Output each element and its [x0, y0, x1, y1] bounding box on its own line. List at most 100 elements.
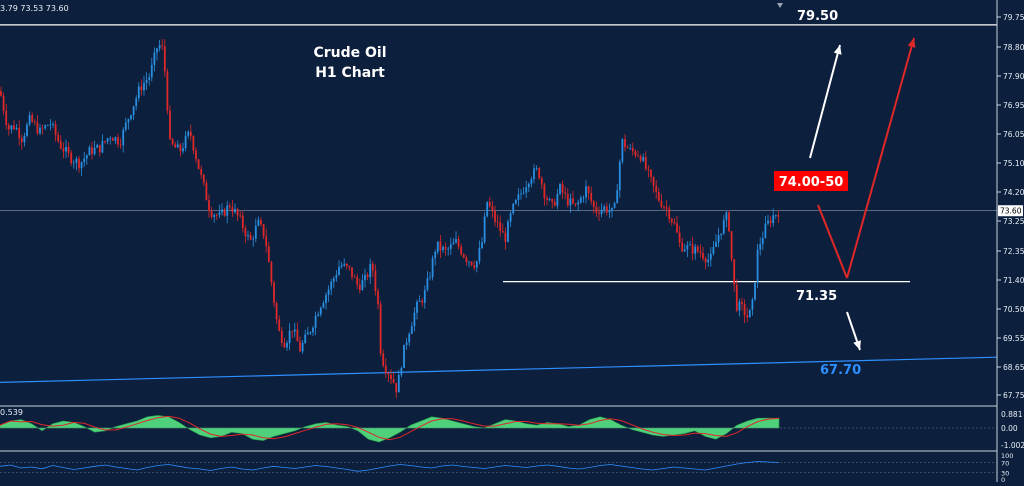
candle-body	[348, 266, 351, 268]
candle-body	[689, 244, 691, 246]
candle-body	[634, 151, 637, 156]
candle-body	[577, 202, 580, 205]
candle-body	[252, 238, 255, 240]
candle-body	[652, 177, 655, 186]
candle-body	[293, 329, 296, 332]
candle-body	[156, 48, 158, 53]
candle-body	[494, 210, 496, 222]
candle-body	[215, 215, 218, 216]
candle-body	[691, 244, 694, 254]
candle-body	[488, 201, 491, 207]
candle-body	[730, 231, 733, 260]
candle-body	[80, 162, 83, 169]
price-tick-label: 69.55	[1003, 334, 1024, 343]
candle-body	[62, 148, 65, 152]
candle-body	[663, 206, 665, 208]
candle-body	[660, 200, 663, 207]
ascending-trendline[interactable]	[0, 356, 998, 383]
price-tick-label: 75.10	[1003, 159, 1024, 168]
candle-body	[748, 309, 751, 318]
candle-body	[442, 246, 444, 251]
candle-body	[439, 241, 442, 251]
candle-body	[231, 207, 234, 212]
candle-body	[356, 277, 359, 285]
candle-body	[221, 209, 223, 213]
candle-body	[611, 207, 613, 211]
projection-arrow-red	[846, 37, 915, 279]
candle-body	[673, 222, 676, 224]
candle-body	[400, 367, 403, 375]
candle-body	[189, 131, 192, 137]
candle-body	[15, 127, 18, 130]
candle-body	[13, 125, 15, 130]
candle-body	[314, 315, 317, 328]
candle-body	[343, 263, 346, 266]
candle-body	[626, 147, 629, 149]
rsi-tick-label: 70	[1001, 460, 1009, 468]
macd-tick-label: 0.881	[1001, 410, 1023, 419]
candle-body	[751, 299, 754, 310]
candle-body	[366, 274, 369, 278]
candle-body	[122, 129, 125, 146]
candle-body	[483, 216, 486, 243]
chart-shift-marker-icon[interactable]	[777, 3, 783, 8]
rsi-line	[0, 461, 780, 472]
candle-body	[694, 246, 697, 254]
candle-body	[535, 167, 538, 169]
candle-body	[10, 125, 13, 130]
candle-body	[387, 373, 390, 375]
price-tick-label: 67.75	[1003, 391, 1024, 400]
candle-body	[171, 139, 174, 145]
candle-body	[317, 314, 320, 316]
candle-body	[275, 303, 278, 320]
candle-body	[236, 209, 239, 216]
candle-body	[265, 236, 268, 247]
candle-body	[546, 198, 548, 201]
candle-body	[735, 284, 738, 311]
candle-body	[163, 46, 166, 72]
candle-body	[676, 223, 678, 233]
candle-body	[150, 65, 153, 78]
candle-body	[44, 125, 47, 129]
candle-body	[460, 246, 463, 255]
candle-body	[579, 197, 582, 203]
candle-body	[761, 237, 764, 245]
candle-body	[226, 205, 229, 216]
candle-body	[218, 212, 221, 216]
candle-body	[374, 270, 377, 292]
candle-body	[769, 220, 772, 224]
candle-body	[475, 261, 478, 268]
candle-body	[733, 259, 736, 285]
candle-body	[525, 187, 528, 193]
candle-body	[353, 276, 356, 278]
candle-body	[119, 144, 122, 146]
price-tick-label: 74.20	[1003, 188, 1024, 197]
candle-body	[668, 208, 671, 219]
candle-body	[2, 95, 5, 111]
candle-body	[332, 278, 335, 282]
candle-body	[574, 203, 577, 205]
candle-body	[457, 239, 460, 247]
candle-body	[36, 122, 39, 134]
candle-body	[741, 301, 743, 304]
candle-body	[728, 212, 730, 232]
candle-body	[650, 169, 652, 178]
candle-body	[49, 124, 52, 126]
candle-body	[481, 242, 483, 249]
candle-body	[369, 263, 372, 278]
candle-body	[767, 220, 769, 224]
candle-body	[624, 139, 626, 148]
candle-body	[551, 199, 554, 202]
candle-body	[382, 353, 385, 366]
candle-body	[210, 211, 213, 217]
candle-body	[631, 147, 634, 152]
candle-body	[699, 251, 702, 253]
candle-body	[416, 301, 418, 313]
candle-body	[436, 241, 439, 252]
candle-body	[41, 127, 44, 129]
candle-body	[267, 246, 270, 263]
candle-body	[759, 244, 762, 250]
candle-body	[377, 291, 379, 305]
